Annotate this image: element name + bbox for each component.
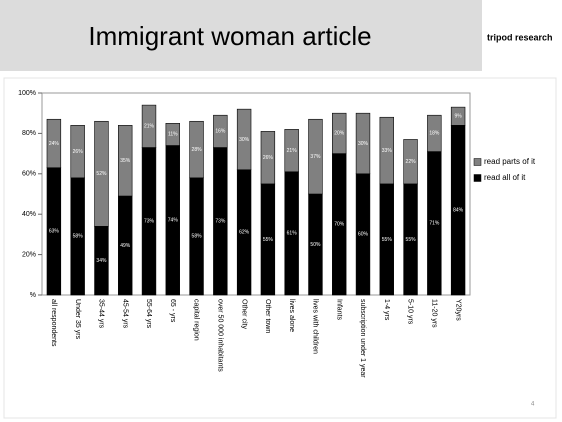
- value-label: 35%: [120, 158, 131, 164]
- bar-segment: [94, 120, 109, 227]
- legend-label: read all of it: [484, 173, 526, 182]
- value-label: 63%: [49, 229, 60, 235]
- x-tick-label: capital region: [193, 299, 200, 341]
- x-tick-label: 55-64 yrs: [145, 299, 152, 329]
- value-label: 26%: [73, 149, 84, 155]
- x-tick-label: 1-4 yrs: [383, 299, 390, 321]
- value-label: 60%: [358, 232, 369, 238]
- plot-area: [41, 92, 471, 296]
- value-label: 74%: [168, 218, 179, 224]
- value-label: 22%: [406, 159, 417, 165]
- chart: % 20% 40% 60% 80% 100% 63% 58% 34% 49% 73% 74% 58% 73…: [18, 90, 536, 378]
- bar-segment: [213, 114, 228, 148]
- x-tick-label: Other city: [240, 299, 247, 329]
- value-label: 20%: [334, 131, 345, 137]
- bar-segment: [308, 118, 323, 195]
- x-tick-label: Infants: [335, 299, 342, 321]
- x-tick-label: lives alone: [288, 299, 295, 332]
- value-label: 28%: [192, 147, 203, 153]
- value-label: 84%: [453, 207, 464, 213]
- y-tick-label: 40%: [22, 211, 36, 218]
- page-number: 4: [531, 402, 535, 408]
- value-label: 55%: [406, 237, 417, 243]
- bar-segment: [70, 125, 85, 179]
- chart-frame: [3, 77, 557, 419]
- value-label: 52%: [96, 171, 107, 177]
- x-tick-label: Y20yrs: [454, 299, 461, 321]
- bar-segment: [450, 106, 466, 126]
- value-label: 71%: [429, 221, 440, 227]
- y-tick-label: 80%: [22, 130, 36, 137]
- value-label: 37%: [310, 154, 321, 160]
- bar-segment: [165, 123, 180, 146]
- title-band: [0, 0, 482, 71]
- value-label: 33%: [382, 148, 393, 154]
- legend-swatch: [473, 158, 482, 166]
- bar-segment: [379, 116, 394, 185]
- slide-title: Immigrant woman article: [88, 21, 371, 51]
- value-label: 62%: [239, 230, 250, 236]
- value-label: 50%: [310, 242, 321, 248]
- value-label: 58%: [192, 234, 203, 240]
- bar-segment: [118, 125, 133, 197]
- value-label: 55%: [263, 237, 274, 243]
- bar-segment: [355, 112, 371, 175]
- x-tick-label: over 50 000 inhabitants: [216, 299, 223, 372]
- x-tick-label: all respondents: [50, 299, 57, 347]
- value-label: 24%: [49, 141, 60, 147]
- legend-label: read parts of it: [484, 157, 536, 166]
- value-label: 61%: [287, 231, 298, 237]
- bar-segment: [46, 118, 62, 169]
- value-label: 30%: [239, 137, 250, 143]
- value-label: 11%: [168, 132, 178, 138]
- bar-segment: [236, 108, 252, 171]
- y-tick-label: 60%: [22, 171, 36, 178]
- x-tick-label: 45-54 yrs: [121, 299, 128, 329]
- value-label: 26%: [263, 155, 274, 161]
- value-label: 70%: [334, 222, 345, 228]
- bar-segment: [284, 129, 299, 173]
- y-tick-label: %: [30, 292, 36, 299]
- value-label: 21%: [144, 124, 155, 130]
- x-tick-label: 65 - yrs: [169, 299, 176, 323]
- y-tick-label: 100%: [18, 90, 36, 97]
- bar-segment: [260, 131, 276, 185]
- x-tick-label: 11-20 yrs: [430, 299, 437, 328]
- x-tick-label: subscription under 1 year: [359, 299, 366, 378]
- x-tick-label: lives with children: [312, 299, 319, 354]
- value-label: 49%: [120, 243, 131, 249]
- legend-swatch: [473, 174, 482, 182]
- x-tick-label: 5-10 yrs: [407, 299, 414, 325]
- value-label: 55%: [382, 237, 393, 243]
- value-label: 18%: [429, 131, 440, 137]
- value-label: 34%: [96, 258, 107, 264]
- x-tick-label: Other town: [264, 299, 271, 333]
- value-label: 9%: [454, 114, 462, 120]
- bar-segment: [141, 104, 157, 148]
- bar-segment: [189, 120, 204, 179]
- value-label: 73%: [144, 219, 155, 225]
- x-tick-label: Under 35 yrs: [74, 299, 81, 340]
- brand: tripod research: [487, 32, 553, 42]
- bar-segment: [427, 114, 442, 152]
- value-label: 58%: [73, 234, 84, 240]
- value-label: 73%: [215, 219, 226, 225]
- value-label: 30%: [358, 141, 369, 147]
- x-tick-label: 35-44 yrs: [98, 299, 105, 329]
- y-tick-label: 20%: [22, 251, 36, 258]
- value-label: 21%: [287, 148, 298, 154]
- bar-segment: [332, 112, 347, 154]
- bar-segment: [403, 139, 418, 185]
- value-label: 16%: [215, 129, 226, 135]
